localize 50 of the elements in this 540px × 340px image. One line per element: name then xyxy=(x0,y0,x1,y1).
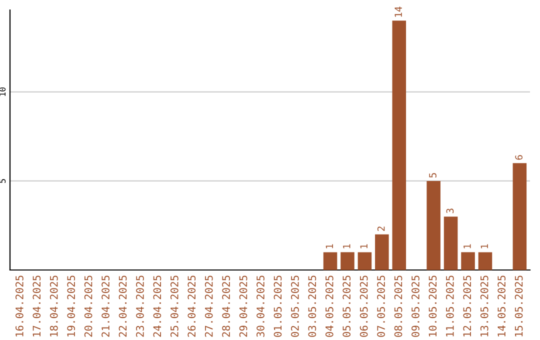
x-tick-label: 18.04.2025 xyxy=(50,276,58,336)
data-label: 3 xyxy=(446,208,454,214)
x-tick-label: 19.04.2025 xyxy=(67,276,76,336)
data-label: 1 xyxy=(326,244,333,248)
x-tick-label: 09.05.2025 xyxy=(412,276,420,337)
x-tick-label: 23.04.2025 xyxy=(136,276,144,337)
data-label: 1 xyxy=(343,244,350,248)
x-tick-label: 11.05.2025 xyxy=(446,276,454,336)
bar xyxy=(358,252,372,270)
x-tick-label: 07.05.2025 xyxy=(377,276,385,337)
data-label: 1 xyxy=(464,244,471,248)
bar xyxy=(478,252,492,270)
x-tick-label: 15.05.2025 xyxy=(514,276,523,336)
x-tick-label: 08.05.2025 xyxy=(394,276,402,337)
bar xyxy=(426,180,440,270)
x-tick-label: 29.04.2025 xyxy=(239,276,248,337)
x-tick-label: 21.04.2025 xyxy=(102,276,110,337)
x-tick-label: 17.04.2025 xyxy=(32,276,41,336)
x-tick-label: 13.05.2025 xyxy=(480,276,488,336)
x-tick-label: 04.05.2025 xyxy=(325,276,334,337)
data-label: 14 xyxy=(394,6,402,17)
x-tick-label: 06.05.2025 xyxy=(360,276,368,337)
bar xyxy=(340,252,354,270)
x-tick-label: 20.04.2025 xyxy=(84,276,92,337)
x-tick-label: 24.04.2025 xyxy=(153,276,162,337)
x-tick-label: 03.05.2025 xyxy=(308,276,316,337)
x-tick-label: 14.05.2025 xyxy=(498,276,506,336)
data-label: 1 xyxy=(360,244,368,248)
bar xyxy=(444,216,458,270)
x-tick-label: 26.04.2025 xyxy=(188,276,196,337)
bar xyxy=(375,234,389,270)
x-tick-label: 01.05.2025 xyxy=(274,276,282,337)
x-tick-label: 22.04.2025 xyxy=(118,276,127,337)
x-tick-label: 02.05.2025 xyxy=(291,276,299,337)
x-tick-label: 05.05.2025 xyxy=(342,276,351,337)
bar xyxy=(512,163,527,270)
x-tick-label: 27.04.2025 xyxy=(204,276,213,337)
data-label: 5 xyxy=(429,173,436,178)
data-label: 6 xyxy=(515,155,523,160)
x-tick-label: 30.04.2025 xyxy=(256,276,264,337)
x-tick-label: 10.05.2025 xyxy=(428,276,437,336)
x-tick-label: 28.04.2025 xyxy=(222,276,230,337)
data-label: 1 xyxy=(480,244,488,248)
data-label: 2 xyxy=(377,226,385,231)
bar xyxy=(392,20,406,270)
x-tick-label: 16.04.2025 xyxy=(16,276,24,336)
bar xyxy=(461,252,475,270)
x-tick-label: 12.05.2025 xyxy=(463,276,472,336)
bar xyxy=(323,252,338,270)
x-tick-label: 25.04.2025 xyxy=(170,276,178,337)
